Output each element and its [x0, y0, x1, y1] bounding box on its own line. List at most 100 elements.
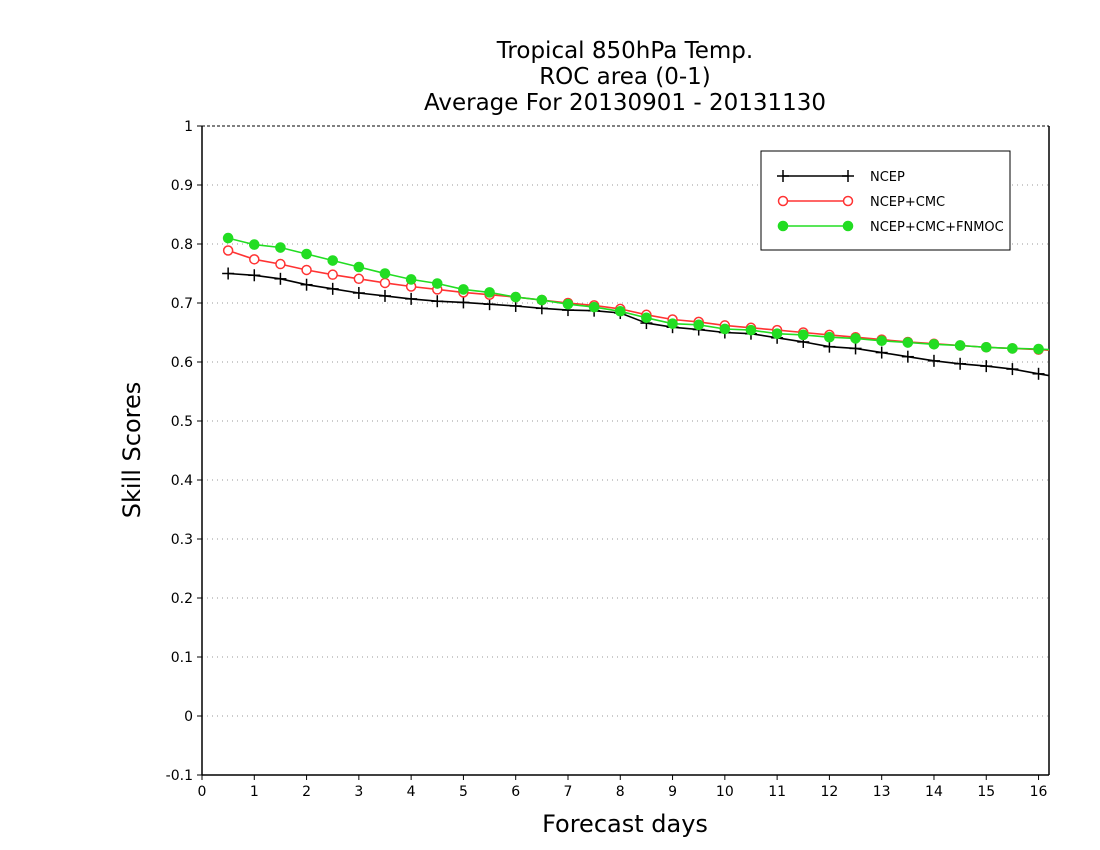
- plus-marker: [352, 286, 365, 299]
- x-tick-label: 3: [354, 784, 363, 800]
- x-tick-label: 7: [564, 784, 573, 800]
- open-circle-marker: [379, 277, 391, 289]
- filled-circle-marker: [484, 287, 495, 298]
- plus-marker: [483, 298, 496, 311]
- filled-circle-marker: [928, 339, 940, 350]
- plus-marker: [842, 170, 854, 182]
- filled-circle-marker: [353, 261, 365, 273]
- filled-circle-marker: [777, 220, 789, 232]
- series-line: [227, 237, 1050, 351]
- filled-circle-marker: [222, 232, 234, 244]
- filled-circle-marker: [588, 301, 600, 313]
- x-tick-label: 15: [977, 784, 995, 800]
- axes: [201, 125, 1050, 776]
- x-tick-label: 0: [198, 784, 207, 800]
- filled-circle-marker: [980, 341, 992, 353]
- open-circle-marker: [353, 273, 365, 285]
- x-tick-label: 10: [716, 784, 734, 800]
- filled-circle-marker: [301, 248, 312, 260]
- filled-circle-marker: [902, 337, 914, 348]
- series: [222, 232, 1050, 380]
- chart-title: Tropical 850hPa Temp. ROC area (0-1) Ave…: [424, 38, 826, 116]
- x-tick-label: 6: [511, 784, 520, 800]
- filled-circle-marker: [562, 298, 574, 310]
- filled-circle-marker: [876, 335, 887, 347]
- plus-marker: [248, 269, 261, 282]
- y-tick-label: 0.1: [171, 650, 193, 666]
- open-circle-marker: [777, 195, 789, 207]
- legend-label: NCEP: [870, 170, 905, 185]
- filled-circle-marker: [275, 242, 286, 253]
- y-tick-label: 0.4: [171, 473, 193, 489]
- legend-label: NCEP+CMC+FNMOC: [870, 220, 1004, 235]
- filled-circle-marker: [431, 278, 443, 289]
- filled-circle-marker: [510, 291, 522, 303]
- series-ncep-cmc: [222, 245, 1050, 355]
- filled-circle-marker: [667, 318, 678, 329]
- plus-marker: [823, 340, 836, 353]
- plus-marker: [222, 267, 235, 280]
- filled-circle-marker: [771, 328, 783, 339]
- open-circle-marker: [249, 254, 260, 265]
- plus-marker: [875, 346, 888, 359]
- gridlines: [202, 184, 1049, 717]
- x-tick-label: 16: [1030, 784, 1048, 800]
- series-ncep-cmc-fnmoc: [222, 232, 1050, 355]
- x-tick-label: 14: [925, 784, 943, 800]
- legend: NCEP NCEP+CMC NCEP+CMC+FNMOC: [760, 150, 1011, 251]
- open-circle-marker: [275, 258, 286, 270]
- legend-label: NCEP+CMC: [870, 195, 945, 210]
- title-line-3: Average For 20130901 - 20131130: [424, 90, 826, 116]
- y-axis-label: Skill Scores: [118, 382, 146, 519]
- y-tick-label: 0.8: [171, 237, 193, 253]
- open-circle-marker: [842, 195, 854, 207]
- plus-marker: [274, 272, 287, 285]
- legend-entry: NCEP+CMC: [777, 195, 945, 210]
- x-tick-label: 9: [668, 784, 677, 800]
- filled-circle-marker: [379, 268, 391, 279]
- plus-marker: [901, 350, 914, 363]
- plus-marker: [849, 342, 862, 355]
- x-axis-label: Forecast days: [542, 810, 708, 838]
- x-tick-label: 13: [873, 784, 891, 800]
- filled-circle-marker: [327, 255, 339, 266]
- legend-entry: NCEP: [777, 170, 905, 185]
- open-circle-marker: [222, 245, 234, 256]
- x-tick-label: 12: [820, 784, 838, 800]
- filled-circle-marker: [719, 323, 731, 335]
- y-tick-label: 0.9: [171, 178, 193, 194]
- plus-marker: [1006, 363, 1019, 376]
- filled-circle-marker: [536, 294, 548, 306]
- filled-circle-marker: [850, 333, 861, 344]
- plus-marker: [405, 292, 418, 305]
- x-tick-label: 5: [459, 784, 468, 800]
- plus-marker: [980, 360, 993, 373]
- filled-circle-marker: [693, 319, 704, 331]
- plus-marker: [777, 170, 789, 182]
- y-tick-label: 0: [184, 709, 193, 725]
- y-tick-label: 0.7: [171, 296, 193, 312]
- filled-circle-marker: [954, 340, 966, 351]
- filled-circle-marker: [248, 239, 260, 250]
- y-tick-label: 0.5: [171, 414, 193, 430]
- plus-marker: [954, 357, 967, 370]
- plus-marker: [457, 296, 470, 309]
- y-tick-label: -0.1: [166, 768, 193, 784]
- y-tick-label: 1: [184, 119, 193, 135]
- filled-circle-marker: [641, 312, 652, 324]
- legend-entry: NCEP+CMC+FNMOC: [777, 220, 1004, 235]
- y-tick-label: 0.2: [171, 591, 193, 607]
- filled-circle-marker: [614, 305, 626, 317]
- title-line-2: ROC area (0-1): [539, 64, 711, 90]
- plus-marker: [378, 289, 391, 302]
- ticks: -0.100.10.20.30.40.50.60.70.80.910 1 2 3 4 5 6…: [166, 119, 1048, 800]
- y-tick-label: 0.3: [171, 532, 193, 548]
- filled-circle-marker: [1033, 343, 1044, 355]
- x-tick-label: 1: [250, 784, 259, 800]
- x-tick-label: 8: [616, 784, 625, 800]
- open-circle-marker: [327, 269, 338, 280]
- filled-circle-marker: [745, 324, 757, 336]
- x-tick-label: 4: [407, 784, 416, 800]
- x-tick-label: 2: [302, 784, 311, 800]
